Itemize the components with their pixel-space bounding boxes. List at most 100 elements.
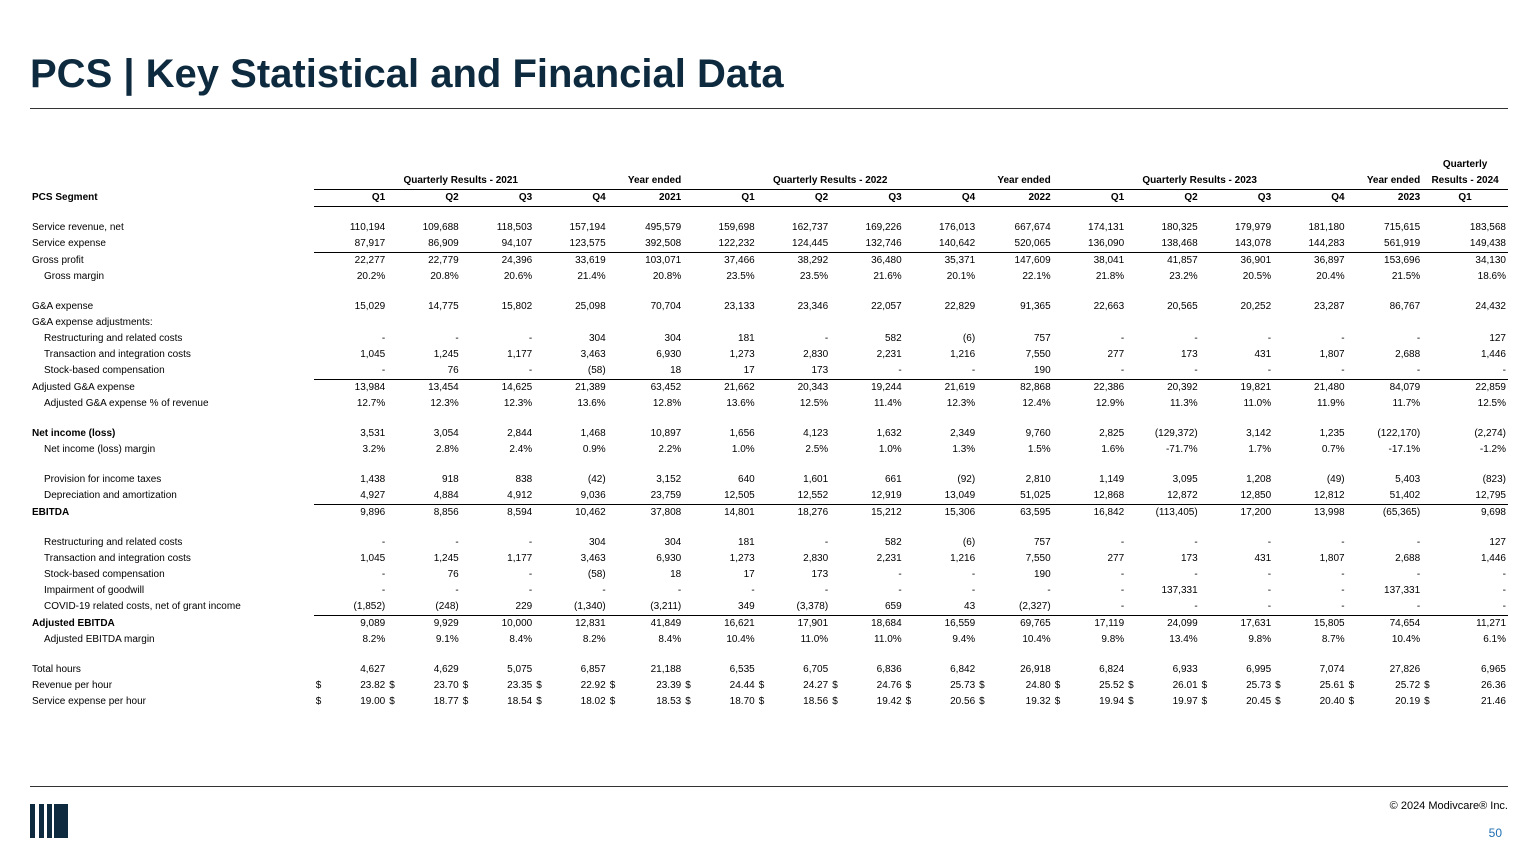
table-cell: $18.02 (534, 694, 607, 710)
table-cell: 16,842 (1093, 507, 1125, 518)
table-cell: 22,779 (428, 255, 459, 266)
table-cell: 20.8% (652, 271, 682, 282)
table-cell: 3,463 (580, 553, 606, 564)
table-cell: 36,480 (871, 255, 902, 266)
table-cell: 11.3% (1170, 398, 1198, 409)
table-cell: (6) (962, 333, 976, 344)
table-cell: - (903, 363, 978, 380)
table-cell-empty (608, 315, 684, 331)
table-cell: 147,609 (1014, 255, 1051, 266)
row-label: Adjusted EBITDA (32, 617, 115, 629)
table-cell: $18.77 (387, 694, 460, 710)
table-cell: 173 (1180, 553, 1198, 564)
table-cell: - (1047, 585, 1051, 596)
table-cell: 13.6% (577, 398, 606, 409)
column-header: Q4 (534, 189, 608, 207)
currency-symbol: $ (1348, 696, 1355, 707)
table-row: Revenue per hour $23.82 $23.70 $23.35 $22.92… (30, 678, 1508, 694)
table-cell: 118,503 (496, 222, 533, 233)
currency-symbol: $ (758, 680, 765, 691)
currency-symbol: $ (1201, 696, 1208, 707)
table-cell: 41,857 (1167, 255, 1198, 266)
table-cell-value: 26.36 (1480, 680, 1506, 691)
table-cell: - (381, 585, 386, 596)
table-cell: - (830, 363, 904, 380)
table-cell: 2,810 (1025, 474, 1051, 485)
table-cell: 6,995 (1246, 664, 1272, 675)
table-cell: 9,698 (1480, 507, 1506, 518)
table-cell: (58) (534, 363, 608, 380)
table-cell: 136,090 (1052, 236, 1127, 253)
table-cell: - (455, 333, 459, 344)
table-cell: 1.6% (1101, 444, 1125, 455)
table-cell: 22,859 (1475, 382, 1506, 393)
table-cell: 181,180 (1308, 222, 1345, 233)
table-cell: 7,550 (1025, 553, 1051, 564)
table-cell: 14,625 (501, 382, 533, 393)
table-cell: 10.4% (1022, 634, 1051, 645)
table-cell: 12,552 (756, 488, 831, 505)
table-cell-value: 24.76 (876, 680, 902, 691)
row-label: Gross profit (32, 254, 84, 266)
table-cell: - (528, 585, 533, 596)
table-cell: 82,868 (1020, 382, 1051, 393)
table-cell: $25.52 (1053, 678, 1126, 694)
table-cell: (823) (1482, 474, 1506, 485)
table-cell: 9,036 (534, 488, 608, 505)
table-cell: 3,152 (656, 474, 682, 485)
table-cell: 174,131 (1088, 222, 1125, 233)
table-cell: 12.9% (1095, 398, 1125, 409)
table-cell: 22,829 (944, 301, 976, 312)
table-cell: $26.01 (1126, 678, 1199, 694)
table-cell: 2,349 (950, 428, 976, 439)
table-row: Net income (loss) margin 3.2% 2.8% 2.4% 0.9%… (30, 442, 1508, 458)
table-cell: 26,918 (1020, 664, 1051, 675)
table-cell: - (1502, 585, 1506, 596)
row-label: Adjusted G&A expense (32, 381, 135, 393)
group-header-y2023: Year ended (1346, 173, 1423, 190)
table-cell: 9,929 (433, 618, 459, 629)
table-cell-empty (1347, 315, 1423, 331)
table-cell: (49) (1326, 474, 1345, 485)
table-cell: 20,565 (1167, 301, 1198, 312)
table-cell: 20.2% (356, 271, 386, 282)
row-label: Stock-based compensation (44, 569, 165, 580)
table-cell-empty (387, 315, 460, 331)
table-cell: 37,466 (724, 255, 755, 266)
table-cell: 12.7% (356, 398, 386, 409)
table-cell: 1,177 (507, 553, 533, 564)
table-cell: 51,402 (1346, 488, 1423, 505)
group-header-q2024-line1: Quarterly (1442, 159, 1488, 170)
table-cell: 838 (515, 474, 533, 485)
table-cell: 169,226 (865, 222, 902, 233)
table-cell: (248) (387, 599, 461, 616)
table-cell: 20.1% (946, 271, 976, 282)
group-header-q2021: Quarterly Results - 2021 (313, 173, 608, 190)
table-cell: 2.8% (435, 444, 459, 455)
table-cell: 1,235 (1319, 428, 1345, 439)
segment-label: PCS Segment (32, 192, 98, 203)
table-cell: $25.72 (1347, 678, 1423, 694)
table-cell: $20.56 (904, 694, 977, 710)
table-cell: $20.40 (1273, 694, 1346, 710)
table-cell: 8.7% (1321, 634, 1345, 645)
table-cell: 137,331 (1384, 585, 1421, 596)
spacer-row (30, 648, 1508, 662)
row-label: Adjusted G&A expense % of revenue (44, 398, 209, 409)
table-row: Adjusted G&A expense 13,984 13,454 14,625 21… (30, 380, 1508, 397)
table-cell-value: 25.73 (950, 680, 976, 691)
table-cell: 183,568 (1469, 222, 1506, 233)
table-cell: 11,271 (1476, 618, 1506, 629)
table-cell-value: 20.56 (950, 696, 976, 707)
row-label: Service expense (32, 238, 106, 250)
table-cell: 17 (683, 363, 757, 380)
table-cell: 3,054 (433, 428, 459, 439)
row-label: Depreciation and amortization (44, 490, 177, 502)
column-header: Q1 (1052, 189, 1127, 207)
table-cell: - (1416, 569, 1421, 580)
table-cell: 431 (1254, 349, 1272, 360)
table-row: Stock-based compensation -76- (58) 18 17 173-… (30, 363, 1508, 380)
table-cell: 2,231 (876, 553, 902, 564)
table-cell: 10.4% (1391, 634, 1421, 645)
table-cell: - (1267, 585, 1272, 596)
